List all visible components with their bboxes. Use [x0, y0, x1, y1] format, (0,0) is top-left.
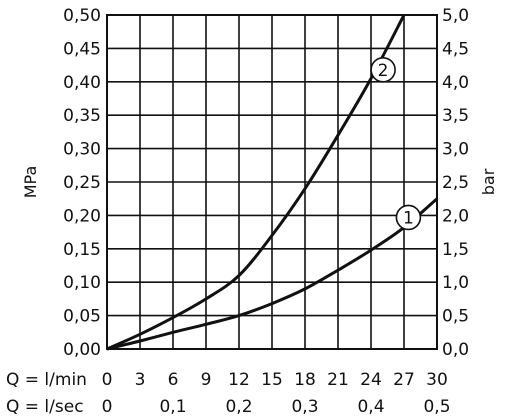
y-tick-label-bar: 2,5 — [442, 173, 469, 193]
x-axis-label-lsec: Q = l/sec — [6, 397, 84, 417]
curve-marker-1 — [395, 204, 422, 231]
y-tick-label-bar: 4,0 — [442, 73, 469, 93]
curve-markers: 12 — [370, 56, 422, 231]
y-tick-label-bar: 0,5 — [442, 307, 469, 327]
x-tick-label-lmin: 9 — [201, 370, 212, 390]
y-tick-label-bar: 3,5 — [442, 106, 469, 126]
x-tick-label-lmin: 21 — [327, 370, 349, 390]
x-tick-label-lsec: 0,3 — [291, 397, 318, 417]
y-tick-label-mpa: 0,00 — [63, 340, 101, 360]
x-tick-label-lmin: 15 — [261, 370, 283, 390]
y-tick-label-mpa: 0,50 — [63, 6, 101, 26]
y-tick-label-mpa: 0,45 — [63, 39, 101, 59]
x-tick-label-lmin: 24 — [360, 370, 382, 390]
tick-labels: 0,000,050,100,150,200,250,300,350,400,45… — [63, 6, 469, 417]
y-tick-label-mpa: 0,20 — [63, 206, 101, 226]
x-tick-label-lsec: 0,5 — [423, 397, 450, 417]
y-tick-label-mpa: 0,15 — [63, 240, 101, 260]
y-tick-label-mpa: 0,10 — [63, 273, 101, 293]
y-tick-label-mpa: 0,30 — [63, 140, 101, 160]
x-tick-label-lmin: 30 — [426, 370, 448, 390]
grid — [107, 15, 437, 349]
curve-marker-label-2: 2 — [378, 61, 389, 81]
x-tick-label-lsec: 0,4 — [357, 397, 384, 417]
y-tick-label-bar: 1,0 — [442, 273, 469, 293]
curves — [106, 14, 438, 351]
x-tick-label-lsec: 0,2 — [225, 397, 252, 417]
y-tick-label-mpa: 0,05 — [63, 307, 101, 327]
curve-1 — [106, 197, 438, 351]
y-axis-label-left: MPa — [21, 166, 40, 199]
x-tick-label-lmin: 18 — [294, 370, 316, 390]
x-tick-label-lmin: 3 — [135, 370, 146, 390]
curve-2 — [106, 14, 406, 351]
x-tick-label-lmin: 27 — [393, 370, 415, 390]
x-tick-label-lmin: 12 — [228, 370, 250, 390]
y-tick-label-mpa: 0,40 — [63, 73, 101, 93]
x-tick-label-lmin: 6 — [168, 370, 179, 390]
y-tick-label-bar: 5,0 — [442, 6, 469, 26]
y-tick-label-mpa: 0,35 — [63, 106, 101, 126]
curve-marker-label-1: 1 — [403, 208, 414, 228]
y-tick-label-bar: 0,0 — [442, 340, 469, 360]
x-tick-label-lmin: 0 — [102, 370, 113, 390]
x-axis-label-lmin: Q = l/min — [6, 370, 87, 390]
y-tick-label-bar: 2,0 — [442, 206, 469, 226]
curve-marker-2 — [370, 56, 396, 83]
y-tick-label-bar: 1,5 — [442, 240, 469, 260]
x-tick-label-lsec: 0 — [102, 397, 113, 417]
y-tick-label-mpa: 0,25 — [63, 173, 101, 193]
y-tick-label-bar: 4,5 — [442, 39, 469, 59]
x-tick-label-lsec: 0,1 — [159, 397, 186, 417]
plot-frame — [106, 14, 438, 350]
y-tick-label-bar: 3,0 — [442, 140, 469, 160]
y-axis-label-right: bar — [479, 168, 498, 195]
